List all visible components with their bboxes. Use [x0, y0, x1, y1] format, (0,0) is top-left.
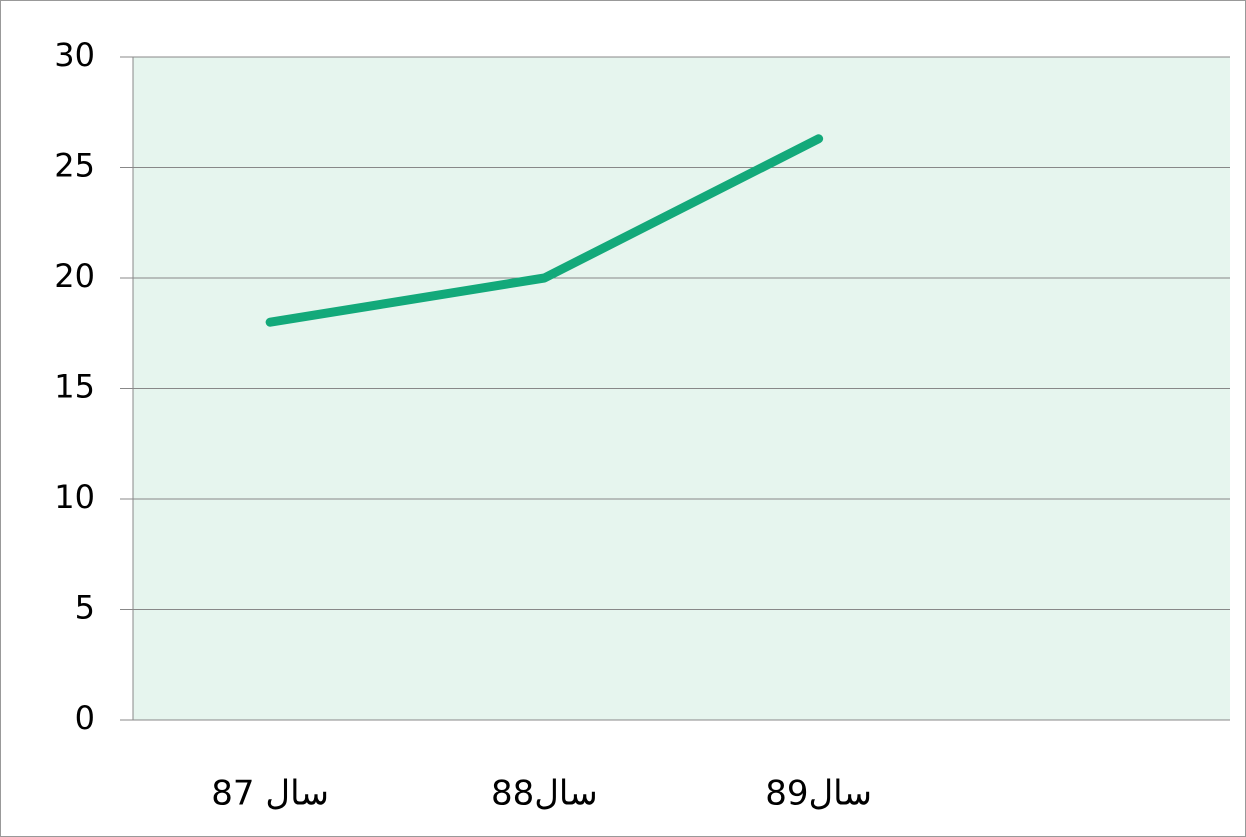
- x-tick-label: 87 سال: [211, 774, 329, 814]
- x-tick-label: 89سال: [765, 774, 872, 814]
- y-tick-label: 20: [54, 257, 95, 295]
- y-tick-label: 25: [54, 147, 95, 185]
- line-series: [265, 134, 824, 327]
- x-tick-label: 88سال: [491, 774, 598, 814]
- y-tick-label: 5: [75, 589, 95, 627]
- y-tick-label: 15: [54, 368, 95, 406]
- y-tick-label: 30: [54, 36, 95, 74]
- y-tick-label: 0: [75, 699, 95, 737]
- y-tick-label: 10: [54, 478, 95, 516]
